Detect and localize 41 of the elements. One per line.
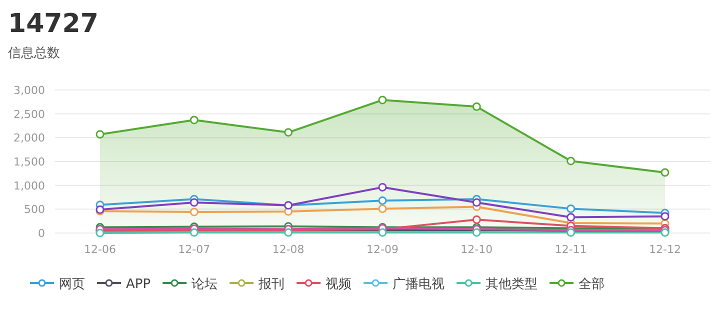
point [96,130,104,139]
y-tick-label: 3,000 [14,84,45,97]
point [378,196,387,205]
point [284,128,293,137]
point [660,168,670,177]
point [660,212,670,221]
point [378,204,387,213]
x-tick-label: 12-09 [366,243,398,256]
legend-label: 全部 [578,277,605,292]
point [378,182,387,192]
legend-label: 视频 [326,277,352,292]
legend-label: 网页 [59,277,85,292]
point [472,102,481,111]
legend-label: 报刊 [258,277,285,292]
point [190,116,198,124]
legend-label: 其他类型 [486,277,538,292]
y-tick-label: 2,500 [14,108,45,121]
y-tick-label: 1,000 [14,179,45,192]
point [566,213,576,222]
x-tick-label: 12-06 [84,243,116,256]
y-tick-label: 0 [38,227,45,240]
chart-subtitle: 信息总数 [8,46,60,61]
x-tick-label: 12-11 [554,243,587,256]
point [190,208,198,216]
point [472,215,481,224]
point [566,156,576,166]
x-tick-label: 12-12 [649,243,681,256]
y-tick-label: 1,500 [14,156,45,168]
legend-label: APP [126,277,151,292]
x-tick-label: 12-08 [272,243,304,256]
point [190,198,198,207]
chart-title: 14727 [8,9,98,39]
x-tick-label: 12-10 [460,243,493,256]
point [378,96,387,104]
point [566,204,576,213]
y-tick-label: 2,000 [14,132,45,145]
point [472,198,481,207]
x-tick-label: 12-07 [178,243,210,256]
legend-label: 论坛 [192,277,218,292]
legend-label: 广播电视 [392,277,445,292]
y-tick-label: 500 [24,203,45,216]
